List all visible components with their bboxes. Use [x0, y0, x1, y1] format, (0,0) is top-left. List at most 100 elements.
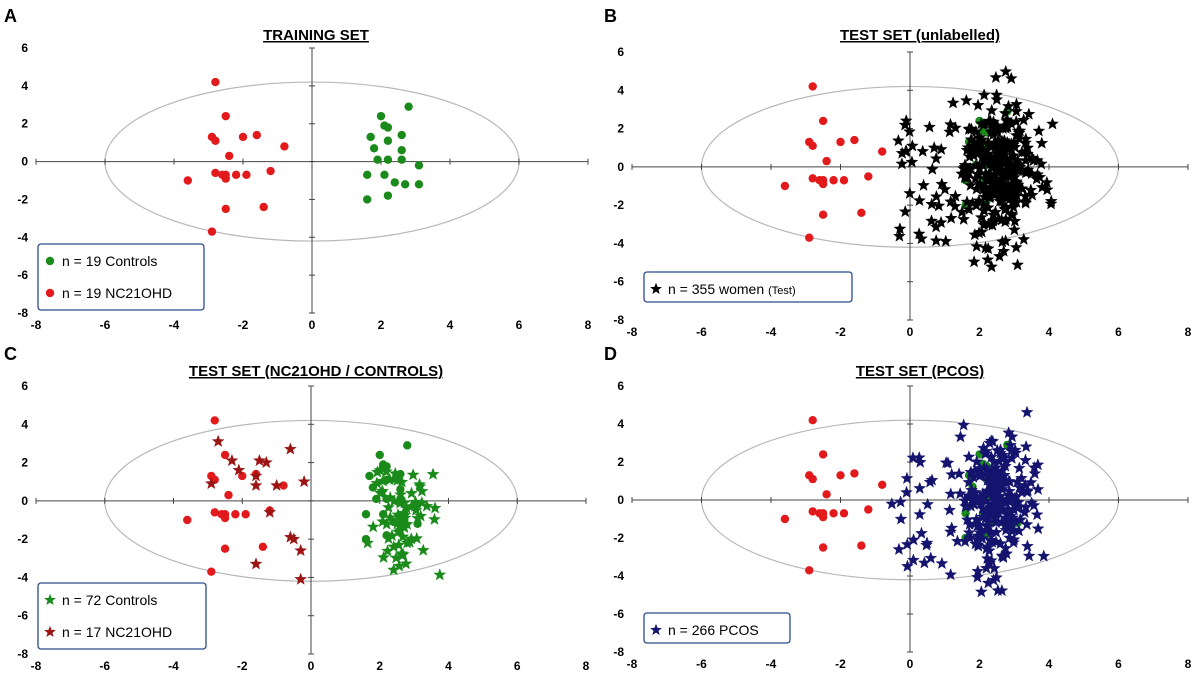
- data-point-star: [925, 162, 939, 175]
- data-point-star: [1020, 485, 1034, 498]
- data-point-star: [1020, 165, 1034, 178]
- panel-title: TEST SET (unlabelled): [840, 27, 1000, 44]
- data-point-star: [959, 93, 973, 107]
- legend-box: [37, 582, 207, 650]
- data-point-star: [965, 483, 979, 496]
- data-point-star: [1019, 136, 1032, 149]
- series-test: [891, 64, 1059, 273]
- y-tick-label: 6: [21, 41, 28, 55]
- data-point-star: [944, 117, 957, 131]
- data-point-star: [986, 124, 1000, 138]
- x-tick-label: 8: [585, 318, 592, 332]
- data-point-star: [249, 469, 263, 482]
- data-point-star: [377, 550, 391, 564]
- legend-label: n = 17 NC21OHD: [62, 624, 172, 640]
- data-point-star: [1033, 170, 1047, 183]
- data-point-star: [993, 194, 1007, 207]
- data-point-star: [962, 450, 976, 463]
- data-point-star: [971, 98, 985, 111]
- data-point-star: [1000, 547, 1014, 560]
- plot-area: -8 -6 -4 -2 0 2 4 6 8 6 4 2 0 -2 -4 -6 -8: [17, 41, 591, 332]
- legend-star-marker: [44, 625, 56, 638]
- data-point-star: [949, 189, 962, 202]
- y-tick-label: -4: [17, 570, 28, 584]
- x-tick-label: -2: [835, 657, 846, 671]
- series-nc21ohd: [183, 416, 288, 576]
- data-point-star: [411, 511, 425, 524]
- data-point-dot: [383, 136, 393, 145]
- x-tick-label: 0: [907, 657, 914, 671]
- y-tick-label: 6: [617, 379, 624, 393]
- data-point-star: [996, 470, 1010, 483]
- data-point-star: [944, 567, 958, 581]
- data-point-star: [1027, 498, 1041, 511]
- data-point-dot: [850, 469, 859, 478]
- data-point-star: [957, 212, 971, 225]
- legend-dot-marker: [45, 256, 55, 266]
- data-point-star: [970, 455, 984, 468]
- data-point-star: [249, 478, 263, 492]
- data-point-star: [387, 540, 401, 553]
- data-point-star: [912, 227, 926, 240]
- data-point-star: [913, 193, 926, 207]
- data-point-star: [929, 189, 943, 203]
- data-point-star: [1012, 461, 1026, 474]
- legend: n = 72 Controls n = 17 NC21OHD: [37, 582, 207, 650]
- data-point-star: [960, 143, 974, 156]
- data-point-star: [962, 202, 976, 216]
- data-point-star: [962, 122, 976, 135]
- data-point-star: [1008, 443, 1022, 456]
- data-point-star: [998, 518, 1012, 531]
- panel-letter-d: D: [604, 344, 617, 364]
- data-point-dot: [183, 176, 192, 185]
- data-point-star: [985, 534, 999, 548]
- data-point-dot: [238, 132, 248, 142]
- data-point-dot: [818, 210, 828, 219]
- data-point-star: [294, 543, 308, 557]
- data-point-dot: [207, 567, 216, 576]
- data-point-star: [952, 467, 966, 480]
- data-point-star: [903, 124, 916, 138]
- data-point-star: [383, 510, 397, 524]
- data-point-star: [903, 186, 917, 199]
- data-point-star: [395, 475, 409, 488]
- y-tick-label: 6: [21, 379, 28, 393]
- data-point-star: [963, 161, 977, 175]
- data-point-star: [921, 497, 935, 510]
- y-tick-label: 0: [21, 494, 28, 508]
- data-point-star: [1004, 168, 1018, 181]
- y-tick-label: 6: [617, 45, 624, 59]
- data-point-star: [1020, 539, 1034, 552]
- data-point-dot: [414, 180, 424, 189]
- data-point-star: [996, 169, 1010, 182]
- x-tick-label: -2: [237, 659, 248, 673]
- data-point-dot: [279, 481, 288, 490]
- data-point-dot: [839, 176, 849, 185]
- data-point-star: [1022, 107, 1036, 120]
- data-point-star: [963, 149, 977, 163]
- data-point-star: [994, 536, 1007, 550]
- data-point-dot: [864, 505, 873, 514]
- data-point-star: [225, 453, 239, 467]
- data-point-dot: [183, 515, 192, 525]
- data-point-star: [1007, 523, 1021, 536]
- x-tick-label: 4: [447, 318, 454, 332]
- data-point-dot: [822, 490, 831, 499]
- data-point-star: [1031, 458, 1045, 471]
- data-point-star: [232, 463, 246, 476]
- data-point-dot: [805, 233, 814, 242]
- data-point-star: [997, 154, 1011, 167]
- x-tick-label: -8: [627, 325, 638, 339]
- data-point-star: [972, 226, 986, 239]
- series-nc21ohd: [183, 77, 289, 236]
- data-point-star: [1044, 197, 1058, 210]
- y-tick-label: -2: [17, 192, 28, 206]
- data-point-star: [999, 541, 1013, 554]
- data-point-dot: [808, 174, 817, 183]
- data-point-star: [263, 505, 277, 518]
- data-point-dot: [241, 510, 250, 519]
- x-tick-label: -4: [168, 659, 179, 673]
- data-point-dot: [414, 161, 424, 170]
- plot-area: -8 -6 -4 -2 0 2 4 6 8 6 4 2 0 -2 -4 -6 -8: [613, 379, 1191, 671]
- data-point-star: [929, 151, 943, 165]
